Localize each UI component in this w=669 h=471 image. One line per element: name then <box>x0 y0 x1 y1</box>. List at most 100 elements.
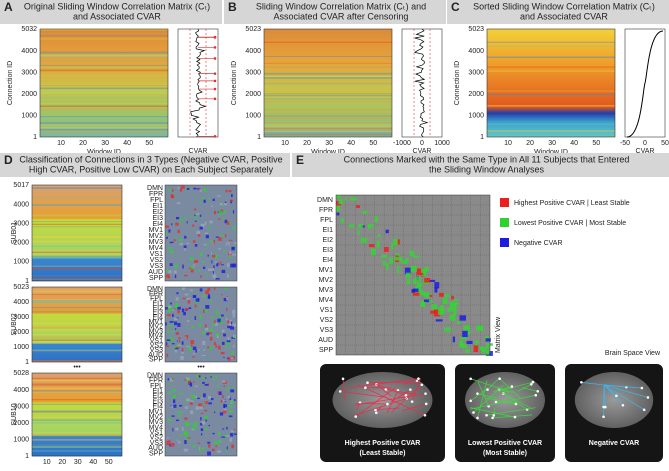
heatmap-stripe <box>264 116 392 119</box>
matrix-cell <box>228 395 231 399</box>
matrix-cell <box>224 219 228 224</box>
matrix-cell <box>465 348 471 353</box>
matrix-cell <box>232 323 237 327</box>
heatmap-stripe <box>32 444 122 446</box>
matrix-cell <box>184 217 187 219</box>
matrix-cell <box>222 217 225 220</box>
matrix-cell <box>232 210 235 214</box>
matrix-cell <box>221 341 225 345</box>
matrix-cell <box>473 345 479 353</box>
cvar-outlier-dot <box>213 97 217 101</box>
matrix-cell <box>214 319 216 324</box>
matrix-cell <box>474 340 479 344</box>
matrix-cell <box>228 221 231 224</box>
matrix-cell <box>405 272 411 278</box>
y-tick-label: 1 <box>33 134 37 141</box>
matrix-cell <box>224 201 227 204</box>
matrix-cell <box>190 269 194 273</box>
matrix-cell <box>215 333 220 337</box>
matrix-cell <box>179 219 181 224</box>
matrix-cell <box>485 338 491 342</box>
matrix-cell <box>198 349 200 351</box>
brain-connection <box>517 383 532 392</box>
y-tick-label: 1000 <box>13 436 29 443</box>
heatmap-stripe <box>32 310 122 313</box>
matrix-cell <box>168 270 172 274</box>
network-label: EI1 <box>152 300 163 307</box>
matrix-cell <box>203 243 207 246</box>
matrix-cell <box>172 323 174 327</box>
matrix-cell <box>209 328 213 332</box>
matrix-cell <box>196 375 200 378</box>
matrix-cell <box>209 373 212 376</box>
network-label: VS1 <box>150 430 163 437</box>
matrix-cell <box>211 448 215 452</box>
matrix-cell <box>216 450 221 453</box>
matrix-cell <box>229 199 234 202</box>
matrix-cell <box>202 340 206 345</box>
matrix-cell <box>223 356 225 358</box>
matrix-cell <box>180 434 183 437</box>
matrix-cell <box>193 263 195 268</box>
brain-connection <box>470 389 487 402</box>
heatmap-stripe <box>32 257 122 260</box>
matrix-cell <box>485 335 490 340</box>
brain-connection <box>473 385 504 413</box>
matrix-cell <box>198 302 200 305</box>
network-label: DMN <box>147 372 163 379</box>
matrix-cell <box>389 257 393 265</box>
brain-connection <box>603 384 645 411</box>
matrix-cell <box>195 406 199 410</box>
legend-label: Highest Positive CVAR | Least Stable <box>514 200 630 207</box>
matrix-cell <box>204 428 208 430</box>
network-label: MV2 <box>149 414 164 421</box>
heatmap-stripe <box>264 96 392 99</box>
heatmap-stripe <box>40 127 168 128</box>
matrix-cell <box>179 238 182 242</box>
brain-node <box>410 400 414 403</box>
network-label: AUD <box>148 269 163 276</box>
matrix-cell <box>462 330 468 338</box>
matrix-cell <box>192 444 197 447</box>
heatmap-stripe <box>487 123 615 125</box>
matrix-cell <box>459 315 467 321</box>
matrix-cell <box>429 295 433 298</box>
matrix-cell <box>179 404 183 407</box>
heatmap-stripe <box>40 89 168 91</box>
matrix-cell <box>222 395 224 399</box>
matrix-cell <box>210 299 212 303</box>
matrix-cell <box>188 267 192 269</box>
matrix-cell <box>214 440 218 445</box>
matrix-cell <box>202 331 205 335</box>
matrix-cell <box>172 395 177 399</box>
panel-letter: B <box>228 0 237 14</box>
matrix-cell <box>212 275 217 279</box>
matrix-cell <box>173 236 177 238</box>
y-tick-label: 2000 <box>245 91 261 98</box>
matrix-cell <box>194 220 197 222</box>
matrix-cell <box>195 213 198 216</box>
matrix-cell <box>171 343 175 345</box>
matrix-cell <box>172 376 175 379</box>
brain-node <box>534 393 538 397</box>
heatmap-stripe <box>32 434 122 437</box>
cvar-tick-label: 0 <box>420 140 424 147</box>
heatmap-stripe <box>32 221 122 222</box>
matrix-cell <box>348 224 355 228</box>
matrix-cell <box>192 356 195 358</box>
matrix-cell <box>214 261 218 264</box>
matrix-cell <box>223 202 228 206</box>
heatmap-stripe <box>32 392 122 393</box>
matrix-cell <box>431 304 438 310</box>
brain-connection <box>603 384 617 397</box>
heatmap-stripe <box>32 300 122 303</box>
matrix-cell <box>184 421 189 426</box>
matrix-cell <box>216 335 219 339</box>
matrix-cell <box>416 268 424 276</box>
heatmap-stripe <box>40 109 168 111</box>
panel-title: High CVAR, Positive Low CVAR) on Each Su… <box>29 164 274 174</box>
cvar-tick-label: 50 <box>661 140 669 147</box>
matrix-cell <box>435 319 443 322</box>
heatmap-stripe <box>264 51 392 53</box>
heatmap-stripe <box>40 54 168 57</box>
